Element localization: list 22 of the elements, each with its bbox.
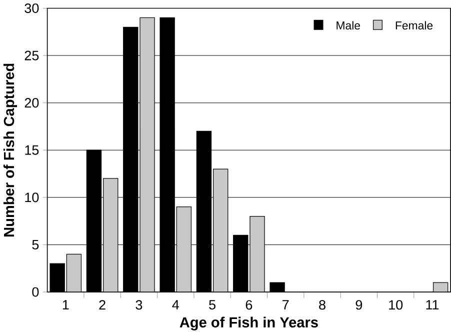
x-tick-label: 1	[62, 300, 69, 310]
y-tick-label: 30	[24, 4, 39, 14]
x-tick-label: 11	[426, 300, 439, 310]
x-tick-label: 7	[282, 300, 289, 310]
y-tick-label: 10	[25, 192, 39, 202]
x-tick-label: 4	[172, 300, 179, 310]
y-axis-title: Number of Fish Captured	[3, 64, 18, 236]
x-tick-label: 3	[136, 300, 142, 310]
y-tick-label: 15	[25, 145, 39, 155]
x-tick-label: 2	[99, 300, 106, 310]
x-tick-label: 10	[389, 300, 403, 310]
y-tick-label: 5	[32, 240, 39, 250]
x-tick-label: 5	[209, 300, 216, 310]
x-axis-title: Age of Fish in Years	[180, 316, 318, 330]
x-tick-label: 9	[356, 300, 362, 310]
x-tick-label: 8	[319, 300, 326, 310]
y-tick-label: 25	[24, 50, 39, 60]
legend-label: Female	[396, 21, 433, 30]
x-tick-label: 6	[246, 300, 252, 310]
y-tick-label: 0	[32, 287, 39, 297]
y-tick-label: 20	[24, 98, 39, 108]
legend-label: Male	[336, 21, 360, 30]
